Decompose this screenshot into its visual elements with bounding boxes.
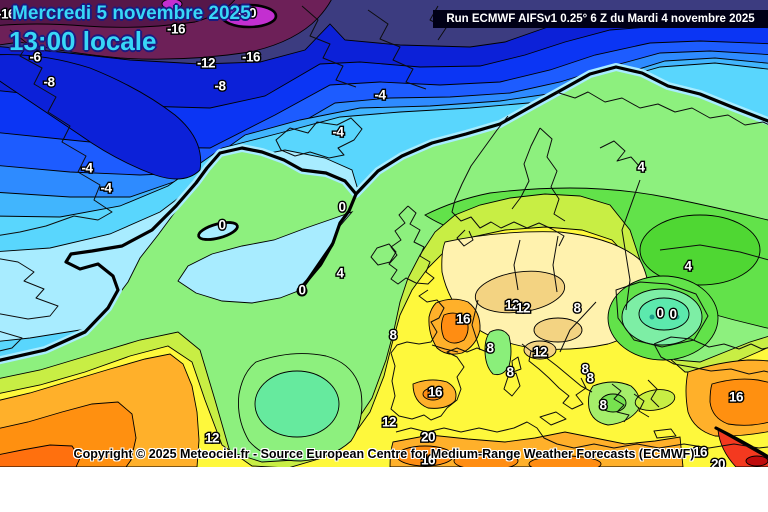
contour-label: 12 <box>505 298 519 313</box>
contour-label: 0 <box>338 200 345 215</box>
contour-label: 8 <box>573 301 581 316</box>
copyright-text: Copyright © 2025 Meteociel.fr - Source E… <box>73 447 695 461</box>
contour-label: 0 <box>656 306 663 321</box>
contour-label: -16 <box>0 7 16 22</box>
contour-label: 12 <box>205 431 219 446</box>
contour-label: 12 <box>533 345 547 360</box>
contour-label: 4 <box>684 259 692 274</box>
contour-label: 0 <box>669 307 676 322</box>
greenland-cold <box>0 54 202 180</box>
contour-label: 8 <box>599 398 607 413</box>
contour-label: 20 <box>711 457 725 468</box>
contour-labels: -20-16-16-16-12-8-8-6-4-4-4-400000444888… <box>0 4 746 468</box>
contour-label: 20 <box>421 430 435 445</box>
run-info-text: Run ECMWF AIFSv1 0.25° 6 Z du Mardi 4 no… <box>446 13 755 25</box>
contour-label: 16 <box>421 453 436 468</box>
run-info-banner: Run ECMWF AIFSv1 0.25° 6 Z du Mardi 4 no… <box>433 10 768 28</box>
contour-label: -4 <box>332 125 344 140</box>
contour-label: 8 <box>581 362 589 377</box>
contour-label: 0 <box>298 283 305 298</box>
contour-label: 8 <box>586 371 594 386</box>
contour-label: -4 <box>81 161 93 176</box>
valid-time-text: 13:00 locale <box>9 26 157 56</box>
contour-label: 4 <box>637 160 645 175</box>
minus20-core <box>220 3 278 29</box>
contour-label: -20 <box>238 6 256 21</box>
contour-label: -16 <box>167 22 186 37</box>
legend-bar: Température 850hPa (°C) (+ 30h) -34-32-3… <box>0 467 768 512</box>
contour-label: 16 <box>428 385 443 400</box>
contour-label: 16 <box>693 445 708 460</box>
contour-label: 4 <box>336 266 344 281</box>
contour-label: -6 <box>29 50 41 65</box>
contour-label: -8 <box>214 79 226 94</box>
contour-label: 12 <box>382 415 396 430</box>
contour-label: -16 <box>242 50 261 65</box>
contour-label: -12 <box>197 56 215 71</box>
contour-label: 8 <box>389 328 397 343</box>
temperature-map-image[interactable]: -20-16-16-16-12-8-8-6-4-4-4-400000444888… <box>0 0 768 467</box>
contour-label: -4 <box>374 88 386 103</box>
contour-label: 16 <box>456 312 471 327</box>
contour-label: 16 <box>729 390 744 405</box>
contour-label: -4 <box>100 181 112 196</box>
map-canvas: -20-16-16-16-12-8-8-6-4-4-4-400000444888… <box>0 0 768 467</box>
contour-label: 0 <box>218 218 225 233</box>
contour-label: 8 <box>506 365 514 380</box>
contour-label: -8 <box>43 75 55 90</box>
zero-degree-contour <box>0 65 768 362</box>
contour-label: 8 <box>486 341 494 356</box>
valid-date-text: Mercredi 5 novembre 2025 <box>12 3 251 24</box>
contour-label: 12 <box>516 301 530 316</box>
coastlines <box>0 5 768 449</box>
